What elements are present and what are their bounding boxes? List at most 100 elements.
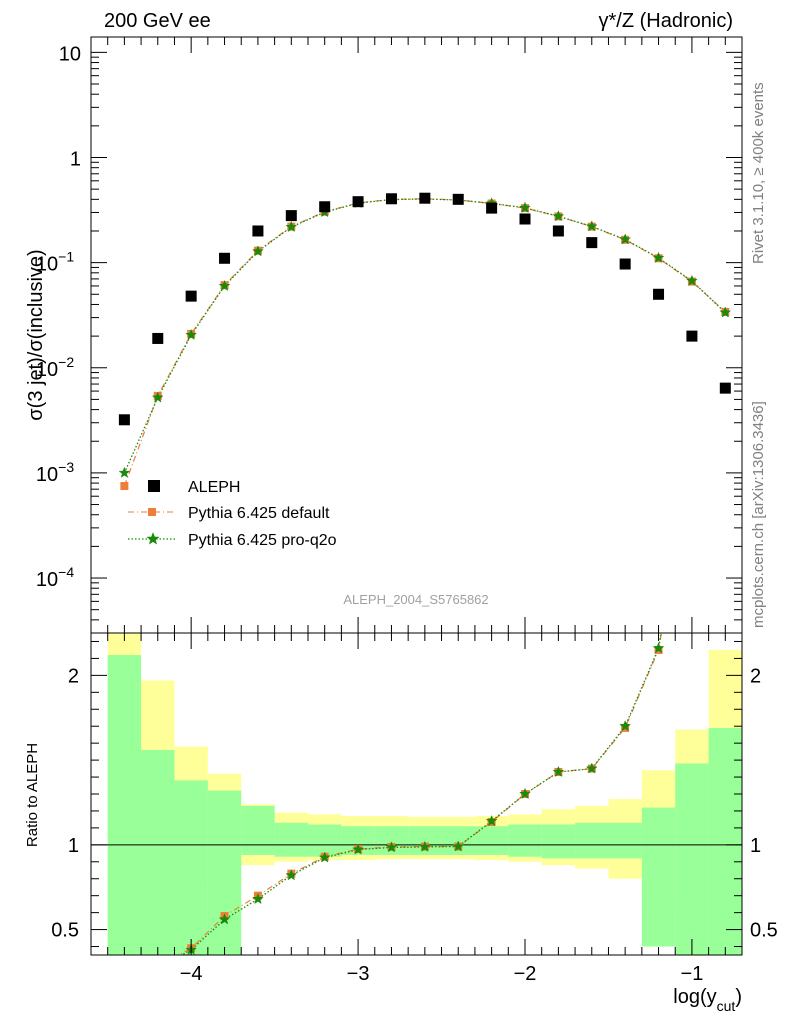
aleph-point	[219, 252, 231, 264]
uncertainty-band-inner	[408, 826, 442, 856]
ratio-proq2o-point	[385, 841, 398, 853]
default-series-line	[123, 198, 726, 487]
ratio-plot-area	[91, 111, 742, 972]
uncertainty-band-inner	[608, 822, 642, 859]
ratio-proq2o-point	[418, 840, 431, 852]
aleph-point	[686, 330, 698, 342]
aleph-point	[419, 192, 431, 204]
proq2o-point	[652, 251, 665, 263]
x-tick-label: −2	[514, 963, 537, 985]
proq2o-point	[619, 233, 632, 245]
ratio-proq2o-point	[452, 840, 465, 852]
proq2o-point	[185, 328, 198, 340]
ratio-default-point	[688, 451, 696, 459]
legend-aleph-marker	[148, 480, 160, 492]
legend-aleph-label: ALEPH	[188, 479, 240, 496]
header-left-title: 200 GeV ee	[104, 10, 211, 32]
ratio-panel: 0.5 0.5 1 1 2 2 −4 −3 −2 −1 Ratio to ALEPH log(yc…	[24, 111, 778, 1014]
proq2o-point	[151, 391, 164, 403]
default-point	[120, 482, 129, 491]
uncertainty-band-inner	[508, 824, 542, 857]
ratio-y-tick-label-right: 2	[750, 665, 761, 687]
aleph-point	[552, 225, 564, 237]
aleph-point	[452, 193, 464, 205]
uncertainty-band-inner	[207, 790, 242, 955]
uncertainty-band-inner	[274, 822, 308, 857]
ratio-proq2o-point	[720, 111, 730, 121]
ratio-proq2o-point	[352, 843, 364, 855]
ratio-proq2o-point	[318, 851, 331, 863]
legend-default-label: Pythia 6.425 default	[188, 505, 330, 522]
proq2o-point	[719, 306, 732, 318]
ratio-proq2o-point	[652, 642, 665, 654]
header-right-title: γ*/Z (Hadronic)	[599, 10, 733, 32]
proq2o-point	[519, 201, 531, 213]
legend-entry-default: Pythia 6.425 default	[128, 505, 330, 522]
proq2o-point	[118, 466, 131, 478]
main-plot-area	[118, 192, 732, 491]
aleph-point	[619, 258, 631, 270]
ratio-y-tick-label: 2	[68, 665, 79, 687]
x-tick-label: −1	[681, 963, 704, 985]
aleph-point	[653, 288, 665, 300]
ratio-proq2o-point	[218, 913, 231, 925]
aleph-point	[352, 196, 364, 208]
uncertainty-band-inner	[474, 826, 509, 856]
x-tick-label: −3	[347, 963, 370, 985]
ratio-proq2o-point	[519, 787, 531, 799]
aleph-point	[519, 213, 531, 225]
uncertainty-band-inner	[174, 780, 208, 955]
main-y-tick-label: 1	[70, 148, 81, 170]
ratio-frame	[90, 632, 743, 956]
uncertainty-band-inner	[708, 727, 742, 955]
ratio-y-axis-label: Ratio to ALEPH	[24, 743, 41, 847]
main-y-tick-label: 10−3	[36, 459, 74, 486]
rivet-version-label: Rivet 3.1.10, ≥ 400k events	[750, 82, 767, 264]
uncertainty-band-inner	[308, 824, 342, 857]
uncertainty-band-inner	[641, 807, 676, 947]
proq2o-point	[252, 245, 264, 257]
legend-entry-aleph: ALEPH	[148, 479, 240, 496]
main-y-tick-label: 10−4	[36, 564, 74, 591]
uncertainty-band-inner	[575, 822, 609, 859]
uncertainty-band-inner	[107, 655, 142, 955]
legend-entry-proq2o: Pythia 6.425 pro-q2o	[128, 532, 337, 549]
proq2o-point	[585, 220, 598, 232]
aleph-point	[152, 332, 164, 344]
main-y-tick-label: 10	[59, 43, 81, 65]
aleph-point	[385, 193, 397, 205]
ratio-proq2o-point	[687, 450, 698, 460]
aleph-point	[319, 201, 331, 213]
proq2o-point	[218, 279, 231, 291]
ratio-proq2o-point	[585, 762, 598, 774]
ratio-proq2o-point	[119, 956, 129, 966]
ratio-proq2o-point	[552, 765, 565, 777]
x-axis-label: log(ycut)	[673, 986, 742, 1014]
ratio-series-group	[91, 111, 742, 972]
ratio-default-point	[154, 962, 162, 970]
aleph-point	[185, 290, 197, 302]
legend-proq2o-label: Pythia 6.425 pro-q2o	[188, 532, 337, 549]
aleph-point	[719, 382, 731, 394]
proq2o-point	[552, 210, 565, 222]
uncertainty-band-inner	[541, 824, 576, 859]
legend-default-marker	[148, 508, 156, 516]
proq2o-point	[686, 274, 698, 286]
ratio-proq2o-point	[153, 962, 164, 972]
x-tick-label: −4	[180, 963, 203, 985]
ratio-default-point	[721, 112, 729, 120]
ratio-proq2o-point	[285, 869, 298, 881]
proq2o-point	[285, 220, 298, 233]
legend: ALEPH Pythia 6.425 default Pythia 6.425 …	[128, 479, 337, 549]
ratio-y-tick-label: 1	[68, 835, 79, 857]
ratio-y-tick-label-right: 1	[750, 835, 761, 857]
uncertainty-band-inner	[675, 763, 709, 955]
analysis-id: ALEPH_2004_S5765862	[343, 592, 488, 607]
legend-proq2o-marker	[146, 532, 160, 545]
ratio-y-tick-label-right: 0.5	[750, 920, 778, 942]
main-y-axis-label: σ(3 jet)/σ(inclusive)	[25, 249, 47, 420]
ratio-axes: 0.5 0.5 1 1 2 2 −4 −3 −2 −1	[51, 633, 778, 985]
